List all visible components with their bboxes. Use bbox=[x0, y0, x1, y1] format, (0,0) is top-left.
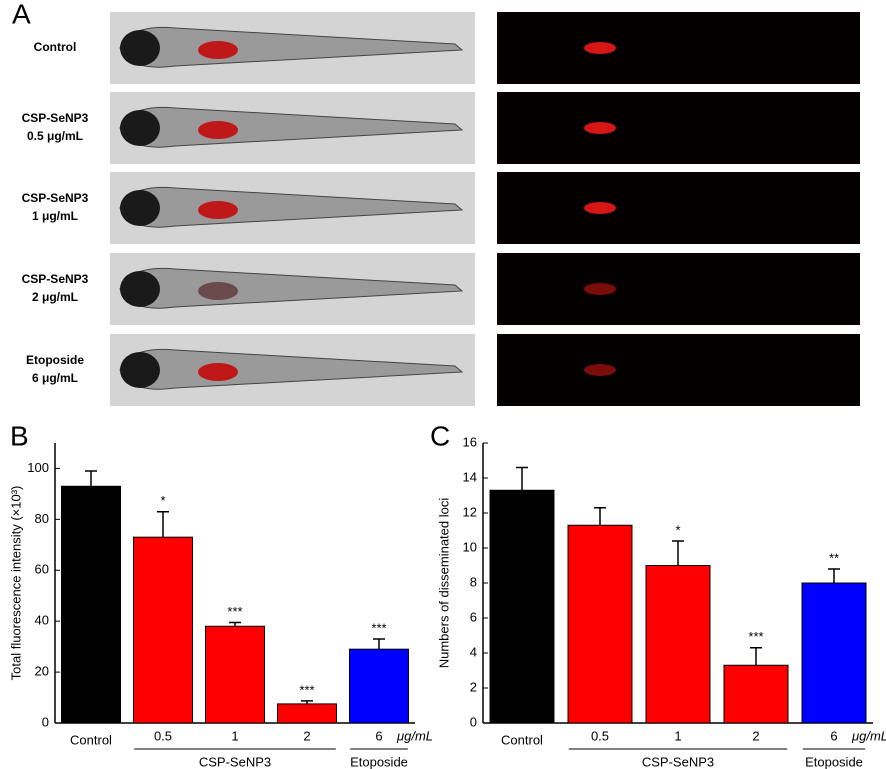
fish-yolk bbox=[198, 282, 238, 300]
y-tick-label: 2 bbox=[470, 679, 477, 694]
fish-yolk bbox=[198, 201, 238, 219]
fluorescence-signal bbox=[584, 42, 616, 54]
row-label: Etoposide bbox=[26, 353, 84, 367]
row-label: CSP-SeNP3 bbox=[22, 191, 89, 205]
panel-label: A bbox=[12, 0, 31, 29]
y-tick-label: 80 bbox=[35, 511, 49, 526]
fish-yolk bbox=[198, 363, 238, 381]
y-tick-label: 10 bbox=[463, 539, 477, 554]
significance-label: * bbox=[675, 522, 680, 537]
fluorescence-signal bbox=[584, 283, 616, 295]
y-axis-label: Numbers of disseminated loci bbox=[436, 498, 451, 669]
significance-label: *** bbox=[299, 682, 314, 697]
fish-eye bbox=[120, 30, 160, 66]
error-bar bbox=[85, 470, 97, 487]
error-bar bbox=[750, 647, 762, 666]
row-label: Control bbox=[34, 40, 77, 54]
group-label: Etoposide bbox=[350, 754, 408, 769]
row-label: 1 μg/mL bbox=[32, 209, 78, 223]
error-bar bbox=[229, 621, 241, 627]
fish-eye bbox=[120, 110, 160, 146]
fish-eye bbox=[120, 352, 160, 388]
y-tick-label: 0 bbox=[470, 714, 477, 729]
significance-label: *** bbox=[748, 629, 763, 644]
x-tick-label: 2 bbox=[752, 728, 759, 743]
x-tick-label: 6 bbox=[375, 728, 382, 743]
fluorescence-image bbox=[497, 334, 860, 406]
y-tick-label: 100 bbox=[27, 460, 49, 475]
x-tick-label: 1 bbox=[674, 728, 681, 743]
y-tick-label: 14 bbox=[463, 469, 477, 484]
y-tick-label: 40 bbox=[35, 613, 49, 628]
bar bbox=[276, 703, 338, 724]
group-label: CSP-SeNP3 bbox=[199, 754, 271, 769]
row-label: 6 μg/mL bbox=[32, 371, 78, 385]
row-label: 2 μg/mL bbox=[32, 290, 78, 304]
error-bar bbox=[672, 540, 684, 566]
error-bar bbox=[157, 510, 169, 538]
error-bar bbox=[828, 568, 840, 583]
panel-label: B bbox=[10, 420, 29, 451]
bar bbox=[801, 582, 867, 724]
x-tick-label: 6 bbox=[830, 728, 837, 743]
bar bbox=[489, 489, 555, 724]
fish-yolk bbox=[198, 41, 238, 59]
x-tick-label: Control bbox=[70, 732, 112, 747]
significance-label: * bbox=[160, 493, 165, 508]
x-tick-label: 1 bbox=[231, 728, 238, 743]
fluorescence-signal bbox=[584, 202, 616, 214]
bar bbox=[348, 648, 410, 724]
fluorescence-signal bbox=[584, 122, 616, 134]
unit-label: μg/mL bbox=[396, 728, 433, 743]
x-tick-label: Control bbox=[501, 732, 543, 747]
bar bbox=[132, 536, 194, 724]
y-tick-label: 0 bbox=[42, 714, 49, 729]
y-tick-label: 20 bbox=[35, 664, 49, 679]
bar bbox=[204, 625, 266, 724]
bar bbox=[645, 565, 711, 724]
fluorescence-signal bbox=[584, 364, 616, 376]
unit-label: μg/mL bbox=[851, 728, 886, 743]
y-tick-label: 60 bbox=[35, 562, 49, 577]
row-label: CSP-SeNP3 bbox=[22, 272, 89, 286]
fish-eye bbox=[120, 190, 160, 226]
panel-label: C bbox=[430, 420, 450, 451]
significance-label: *** bbox=[371, 620, 386, 635]
y-tick-label: 4 bbox=[470, 644, 477, 659]
significance-label: ** bbox=[829, 550, 839, 565]
y-tick-label: 8 bbox=[470, 574, 477, 589]
row-label: 0.5 μg/mL bbox=[27, 129, 83, 143]
x-tick-label: 0.5 bbox=[154, 728, 172, 743]
error-bar bbox=[373, 638, 385, 650]
group-label: Etoposide bbox=[805, 754, 863, 769]
fluorescence-image bbox=[497, 12, 860, 84]
fluorescence-image bbox=[497, 253, 860, 325]
y-axis-label: Total fluorescence intensity (×10³) bbox=[8, 486, 23, 681]
error-bar bbox=[301, 700, 313, 704]
bar bbox=[723, 664, 789, 724]
fish-yolk bbox=[198, 121, 238, 139]
row-label: CSP-SeNP3 bbox=[22, 111, 89, 125]
group-label: CSP-SeNP3 bbox=[642, 754, 714, 769]
x-tick-label: 2 bbox=[303, 728, 310, 743]
bar bbox=[567, 524, 633, 724]
y-tick-label: 6 bbox=[470, 609, 477, 624]
y-tick-label: 16 bbox=[463, 434, 477, 449]
fluorescence-image bbox=[497, 92, 860, 164]
fluorescence-image bbox=[497, 172, 860, 244]
x-tick-label: 0.5 bbox=[591, 728, 609, 743]
significance-label: *** bbox=[227, 604, 242, 619]
bar bbox=[60, 485, 122, 724]
y-tick-label: 12 bbox=[463, 504, 477, 519]
fish-eye bbox=[120, 271, 160, 307]
error-bar bbox=[594, 507, 606, 526]
error-bar bbox=[516, 466, 528, 491]
